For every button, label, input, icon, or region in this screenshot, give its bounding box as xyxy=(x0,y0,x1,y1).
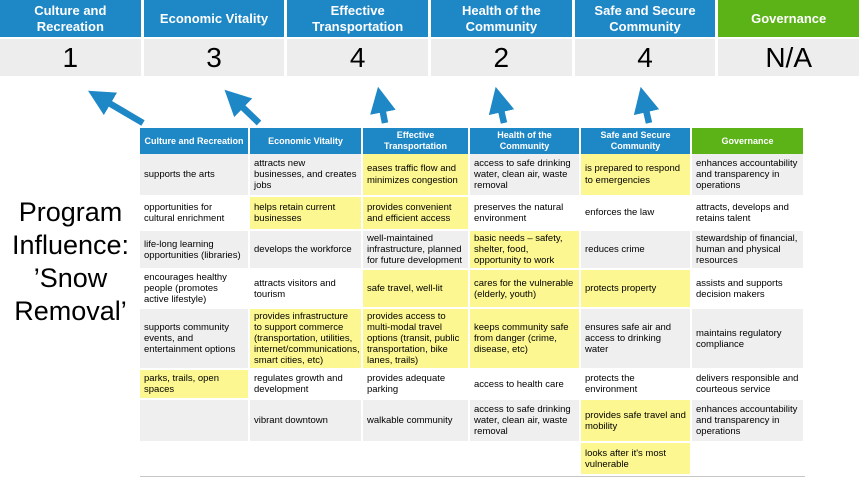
matrix-cell xyxy=(140,400,250,444)
matrix-row: life-long learning opportunities (librar… xyxy=(140,231,805,271)
matrix-row: supports the arts attracts new businesse… xyxy=(140,154,805,197)
matrix-row: opportunities for cultural enrichment he… xyxy=(140,197,805,231)
matrix-header-governance: Governance xyxy=(692,128,805,154)
priority-header-culture-recreation: Culture and Recreation xyxy=(0,0,141,37)
matrix-cell: preserves the natural environment xyxy=(470,197,581,231)
priority-header-governance: Governance xyxy=(718,0,859,37)
matrix-cell: provides access to multi-modal travel op… xyxy=(363,309,470,371)
matrix-cell xyxy=(470,443,581,477)
matrix-row: parks, trails, open spaces regulates gro… xyxy=(140,370,805,401)
matrix-cell: supports the arts xyxy=(140,154,250,197)
matrix-cell: protects property xyxy=(581,270,692,310)
score-safe-secure: 4 xyxy=(574,39,716,76)
matrix-cell: provides safe travel and mobility xyxy=(581,400,692,444)
score-effective-transportation: 4 xyxy=(287,39,428,76)
influence-matrix-table: Culture and Recreation Economic Vitality… xyxy=(140,128,805,477)
score-governance: N/A xyxy=(718,39,859,76)
matrix-cell: enhances accountability and transparency… xyxy=(692,400,805,444)
matrix-cell: helps retain current businesses xyxy=(250,197,363,231)
influence-arrow-transportation xyxy=(370,86,396,124)
matrix-cell: enhances accountability and transparency… xyxy=(692,154,805,197)
priority-header-effective-transportation: Effective Transportation xyxy=(287,0,428,37)
matrix-cell: encourages healthy people (promotes acti… xyxy=(140,270,250,310)
influence-arrow-economic xyxy=(224,89,262,126)
matrix-cell: develops the workforce xyxy=(250,231,363,271)
matrix-cell: access to safe drinking water, clean air… xyxy=(470,400,581,444)
matrix-cell: supports community events, and entertain… xyxy=(140,309,250,371)
matrix-cell: stewardship of financial, human and phys… xyxy=(692,231,805,271)
title-line: Program xyxy=(18,197,123,227)
matrix-cell: safe travel, well-lit xyxy=(363,270,470,310)
priority-header-safe-secure: Safe and Secure Community xyxy=(574,0,716,37)
matrix-cell: attracts visitors and tourism xyxy=(250,270,363,310)
matrix-cell: eases traffic flow and minimizes congest… xyxy=(363,154,470,197)
matrix-cell: keeps community safe from danger (crime,… xyxy=(470,309,581,371)
influence-arrow-safe xyxy=(633,86,660,124)
influence-arrows xyxy=(88,86,660,126)
title-line: ’Snow xyxy=(33,262,108,293)
matrix-cell: parks, trails, open spaces xyxy=(140,370,250,401)
matrix-cell xyxy=(692,443,805,477)
score-row: 1 3 4 2 4 N/A xyxy=(0,39,859,76)
matrix-cell: ensures safe air and access to drinking … xyxy=(581,309,692,371)
matrix-header-safe-secure: Safe and Secure Community xyxy=(581,128,692,154)
matrix-cell: provides infrastructure to support comme… xyxy=(250,309,363,371)
title-line: Removal’ xyxy=(14,295,127,326)
matrix-cell xyxy=(250,443,363,477)
matrix-cell: opportunities for cultural enrichment xyxy=(140,197,250,231)
priority-header-economic-vitality: Economic Vitality xyxy=(143,0,285,37)
matrix-cell: basic needs – safety, shelter, food, opp… xyxy=(470,231,581,271)
influence-arrow-health xyxy=(488,86,515,124)
title-line: Influence: xyxy=(11,229,130,260)
matrix-header-effective-transportation: Effective Transportation xyxy=(363,128,470,154)
matrix-row: vibrant downtown walkable community acce… xyxy=(140,400,805,444)
matrix-cell: regulates growth and development xyxy=(250,370,363,401)
matrix-cell: cares for the vulnerable (elderly, youth… xyxy=(470,270,581,310)
matrix-cell: provides convenient and efficient access xyxy=(363,197,470,231)
matrix-cell: well-maintained infrastructure, planned … xyxy=(363,231,470,271)
matrix-cell: provides adequate parking xyxy=(363,370,470,401)
matrix-header-culture-recreation: Culture and Recreation xyxy=(140,128,250,154)
matrix-cell: reduces crime xyxy=(581,231,692,271)
matrix-cell: access to health care xyxy=(470,370,581,401)
influence-arrow-culture xyxy=(88,90,145,126)
matrix-header-row: Culture and Recreation Economic Vitality… xyxy=(140,128,805,154)
priority-header-band: Culture and Recreation Economic Vitality… xyxy=(0,0,859,37)
score-economic-vitality: 3 xyxy=(143,39,285,76)
program-influence-title: Program Influence: ’Snow Removal’ xyxy=(0,196,141,328)
score-health-community: 2 xyxy=(431,39,572,76)
matrix-cell: is prepared to respond to emergencies xyxy=(581,154,692,197)
matrix-row: supports community events, and entertain… xyxy=(140,309,805,371)
matrix-cell xyxy=(140,443,250,477)
matrix-header-health-community: Health of the Community xyxy=(470,128,581,154)
priority-header-health-community: Health of the Community xyxy=(431,0,572,37)
matrix-cell: enforces the law xyxy=(581,197,692,231)
score-culture-recreation: 1 xyxy=(0,39,141,76)
matrix-cell: looks after it's most vulnerable xyxy=(581,443,692,477)
matrix-cell: life-long learning opportunities (librar… xyxy=(140,231,250,271)
matrix-header-economic-vitality: Economic Vitality xyxy=(250,128,363,154)
matrix-cell: attracts new businesses, and creates job… xyxy=(250,154,363,197)
matrix-cell: maintains regulatory compliance xyxy=(692,309,805,371)
matrix-cell: assists and supports decision makers xyxy=(692,270,805,310)
matrix-cell: vibrant downtown xyxy=(250,400,363,444)
matrix-cell: delivers responsible and courteous servi… xyxy=(692,370,805,401)
matrix-row: encourages healthy people (promotes acti… xyxy=(140,270,805,310)
matrix-cell: walkable community xyxy=(363,400,470,444)
matrix-cell: access to safe drinking water, clean air… xyxy=(470,154,581,197)
matrix-row: looks after it's most vulnerable xyxy=(140,443,805,477)
matrix-cell xyxy=(363,443,470,477)
matrix-cell: protects the environment xyxy=(581,370,692,401)
matrix-cell: attracts, develops and retains talent xyxy=(692,197,805,231)
